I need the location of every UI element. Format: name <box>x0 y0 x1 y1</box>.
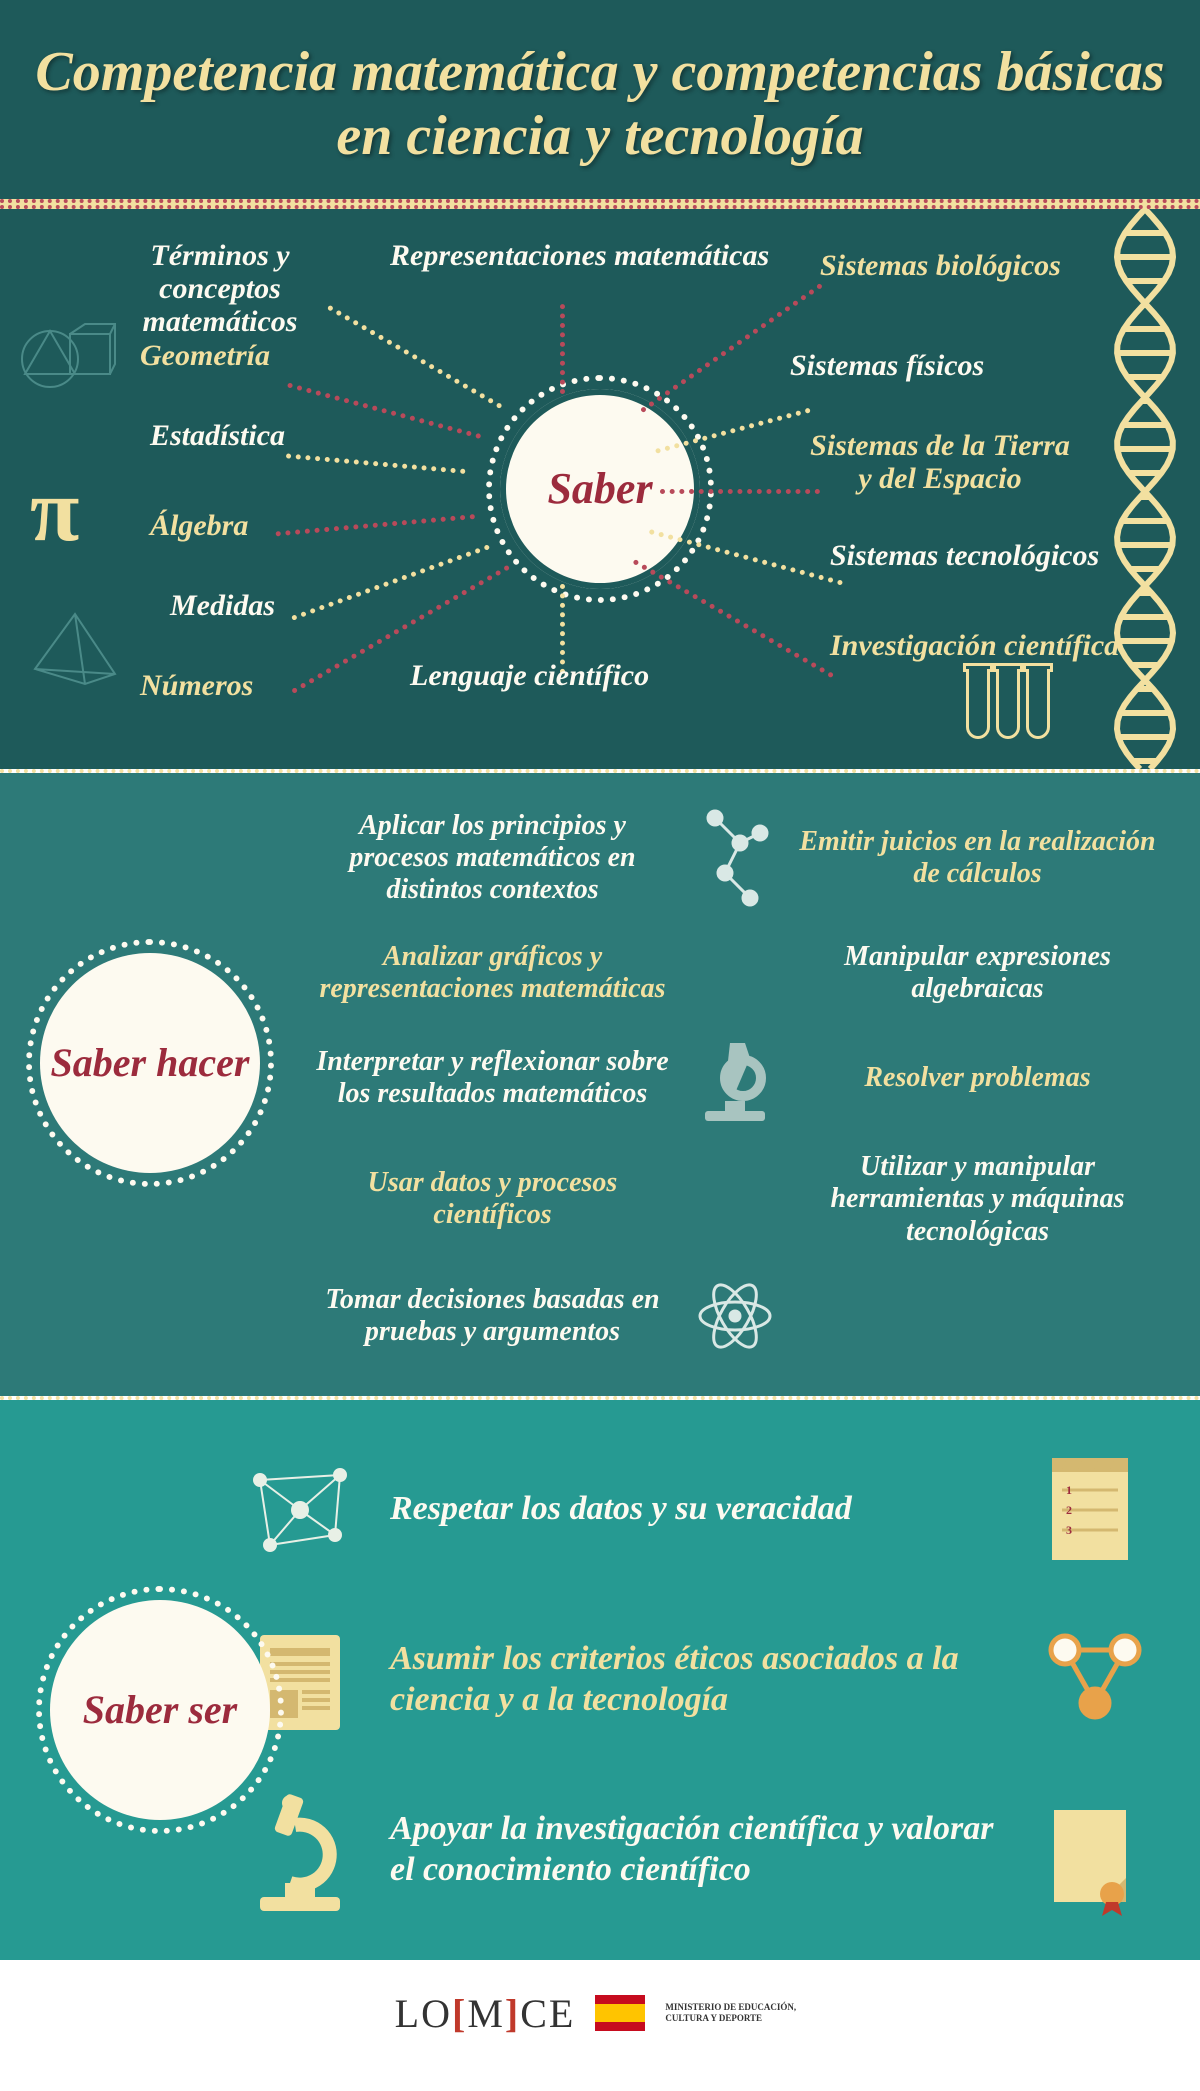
header: Competencia matemática y competencias bá… <box>0 0 1200 199</box>
pi-icon: π <box>30 459 79 562</box>
ss-text: Respetar los datos y su veracidad <box>390 1489 852 1530</box>
pyramid-icon <box>30 609 120 689</box>
saber-hacer-badge: Saber hacer <box>40 953 260 1173</box>
dna-icon <box>1110 209 1180 769</box>
spoke-line <box>291 544 490 621</box>
main-title: Competencia matemática y competencias bá… <box>20 40 1180 169</box>
test-tubes-icon <box>966 669 1050 739</box>
spoke-label: Investigación científica <box>830 629 1119 662</box>
spoke-label: Geometría <box>140 339 270 372</box>
svg-text:3: 3 <box>1066 1523 1072 1537</box>
atom-icon <box>675 1276 795 1356</box>
spoke-line <box>640 283 823 413</box>
sh-item: Utilizar y manipular herramientas y máqu… <box>795 1151 1160 1248</box>
saber-ser-label: Saber ser <box>83 1688 237 1732</box>
spoke-label: Términos yconceptos matemáticos <box>80 239 360 338</box>
section-saber-ser: Saber ser Respetar los datos y su veraci… <box>0 1400 1200 1960</box>
spain-flag-icon <box>595 1995 645 2031</box>
spoke-line <box>286 453 466 474</box>
footer: LO[M]CE MINISTERIO DE EDUCACIÓN, CULTURA… <box>0 1960 1200 2067</box>
spoke-label: Representaciones matemáticas <box>390 239 769 272</box>
divider <box>0 199 1200 209</box>
microscope-icon <box>675 1033 795 1123</box>
graph-icon <box>1040 1625 1150 1730</box>
microscope2-icon <box>240 1790 360 1910</box>
spoke-line <box>633 559 835 678</box>
certificate-icon <box>1040 1800 1150 1925</box>
spoke-label: Sistemas de la Tierray del Espacio <box>800 429 1080 495</box>
spoke-label: Números <box>140 669 253 702</box>
ss-text: Asumir los criterios éticos asociados a … <box>390 1639 1020 1721</box>
ministry-text: MINISTERIO DE EDUCACIÓN, CULTURA Y DEPOR… <box>665 2002 805 2024</box>
spoke-line <box>560 304 565 394</box>
sh-item: Usar datos y procesos científicos <box>310 1167 675 1231</box>
sh-item: Analizar gráficos y representaciones mat… <box>310 941 675 1005</box>
saber-hacer-label: Saber hacer <box>51 1041 250 1085</box>
sh-item: Resolver problemas <box>795 1062 1160 1094</box>
section-saber-hacer: Saber hacer Aplicar los principios y pro… <box>0 773 1200 1396</box>
ss-row: Asumir los criterios éticos asociados a … <box>240 1620 1020 1740</box>
molecule-icon <box>675 803 795 913</box>
svg-text:2: 2 <box>1066 1503 1072 1517</box>
sh-item: Interpretar y reflexionar sobre los resu… <box>310 1046 675 1110</box>
spoke-line <box>660 489 820 494</box>
ss-row: Apoyar la investigación científica y val… <box>240 1790 1020 1910</box>
ss-row: Respetar los datos y su veracidad <box>240 1450 1020 1570</box>
section-saber: π Saber Términos yconceptos matemáticos R… <box>0 209 1200 769</box>
spoke-label: Estadística <box>150 419 285 452</box>
sh-item: Aplicar los principios y procesos matemá… <box>310 810 675 907</box>
spoke-line <box>275 514 475 536</box>
saber-ser-badge: Saber ser <box>50 1600 270 1820</box>
spoke-label: Sistemas tecnológicos <box>830 539 1099 572</box>
network-icon <box>240 1450 360 1570</box>
saber-ser-list: Respetar los datos y su veracidad Asumir … <box>240 1450 1160 1910</box>
svg-text:1: 1 <box>1066 1483 1072 1497</box>
spoke-label: Sistemas biológicos <box>820 249 1061 282</box>
spoke-label: Lenguaje científico <box>410 659 649 692</box>
spoke-line <box>287 382 481 439</box>
notepad-icon: 1 2 3 <box>1040 1450 1150 1575</box>
spoke-label: Álgebra <box>150 509 248 542</box>
sh-item: Manipular expresiones algebraicas <box>795 941 1160 1005</box>
saber-hub-label: Saber <box>547 463 652 514</box>
saber-hacer-grid: Aplicar los principios y procesos matemá… <box>310 803 1160 1356</box>
ss-text: Apoyar la investigación científica y val… <box>390 1809 1020 1891</box>
lomce-logo: LO[M]CE <box>395 1990 576 2037</box>
sh-item: Tomar decisiones basadas en pruebas y ar… <box>310 1284 675 1348</box>
spoke-label: Sistemas físicos <box>790 349 984 382</box>
spoke-label: Medidas <box>170 589 275 622</box>
sh-item: Emitir juicios en la realización de cálc… <box>795 826 1160 890</box>
infographic-page: Competencia matemática y competencias bá… <box>0 0 1200 2067</box>
